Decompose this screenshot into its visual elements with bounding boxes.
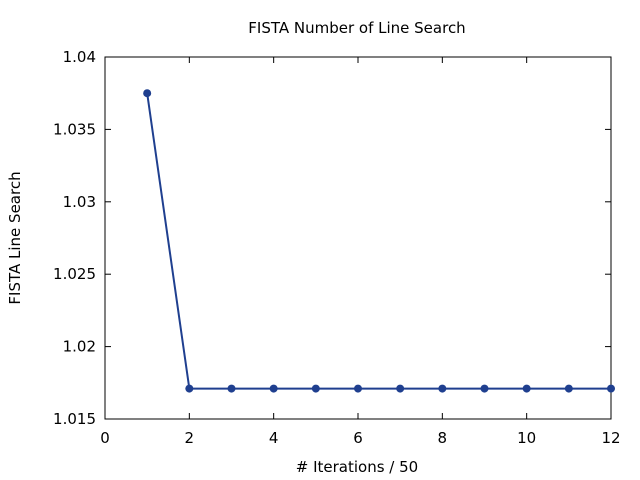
data-point [227, 384, 236, 393]
data-point [480, 384, 489, 393]
data-point [607, 384, 615, 393]
x-axis-label: # Iterations / 50 [296, 458, 418, 476]
y-tick-label: 1.015 [53, 410, 96, 428]
data-point [522, 384, 531, 393]
data-point [438, 384, 447, 393]
data-point [311, 384, 320, 393]
x-tick-label: 4 [269, 429, 279, 447]
data-point [185, 384, 194, 393]
data-point [354, 384, 362, 393]
data-point [143, 89, 152, 98]
y-tick-label: 1.03 [63, 193, 96, 211]
x-tick-label: 10 [517, 429, 536, 447]
y-tick-label: 1.02 [63, 338, 96, 356]
data-point [396, 384, 405, 393]
x-axis: 0 2 4 6 8 10 12 [100, 57, 621, 447]
chart-title: FISTA Number of Line Search [248, 19, 465, 37]
y-tick-label: 1.04 [63, 48, 96, 66]
plot-frame [104, 56, 612, 420]
x-tick-label: 2 [185, 429, 195, 447]
x-tick-label: 12 [601, 429, 620, 447]
y-tick-label: 1.025 [53, 265, 96, 283]
y-axis: 1.015 1.02 1.025 1.03 1.035 1.04 [53, 48, 611, 428]
x-tick-label: 0 [100, 429, 110, 447]
data-point [269, 384, 278, 393]
y-tick-label: 1.035 [53, 120, 96, 138]
y-axis-label: FISTA Line Search [6, 171, 24, 304]
data-point [564, 384, 573, 393]
x-tick-label: 6 [353, 429, 363, 447]
series-line [146, 93, 611, 390]
x-tick-label: 8 [438, 429, 448, 447]
series-layer [143, 89, 615, 393]
